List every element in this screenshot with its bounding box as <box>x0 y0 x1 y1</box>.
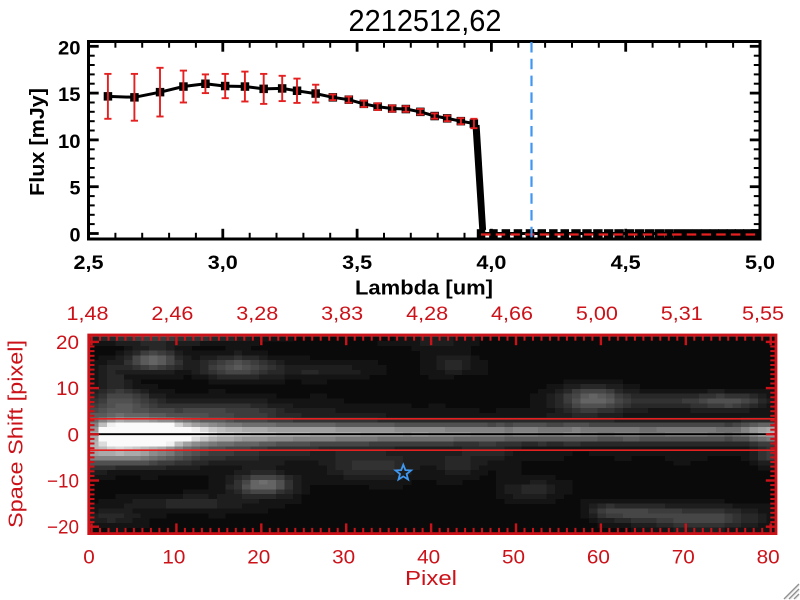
svg-text:50: 50 <box>502 548 525 569</box>
svg-text:−10: −10 <box>47 472 79 493</box>
svg-text:20: 20 <box>56 333 79 354</box>
svg-text:5,55: 5,55 <box>742 304 784 325</box>
svg-text:4,66: 4,66 <box>491 304 533 325</box>
svg-text:40: 40 <box>417 548 440 569</box>
svg-text:20: 20 <box>247 548 270 569</box>
svg-text:15: 15 <box>58 85 81 106</box>
svg-text:Lambda [um]: Lambda [um] <box>355 278 493 300</box>
svg-text:4,5: 4,5 <box>611 253 641 274</box>
svg-text:Pixel: Pixel <box>405 568 457 590</box>
svg-text:20: 20 <box>58 38 81 59</box>
svg-text:4,0: 4,0 <box>476 253 506 274</box>
svg-text:2212512,62: 2212512,62 <box>349 3 502 38</box>
svg-text:5: 5 <box>70 179 81 200</box>
svg-text:3,28: 3,28 <box>236 304 278 325</box>
svg-text:0: 0 <box>83 548 95 569</box>
svg-text:10: 10 <box>58 132 81 153</box>
svg-text:5,0: 5,0 <box>745 253 775 274</box>
svg-text:3,83: 3,83 <box>321 304 363 325</box>
svg-text:4,28: 4,28 <box>406 304 448 325</box>
svg-text:60: 60 <box>587 548 610 569</box>
svg-text:Flux [mJy]: Flux [mJy] <box>27 88 49 196</box>
svg-text:2,46: 2,46 <box>151 304 193 325</box>
svg-text:−20: −20 <box>47 518 79 539</box>
svg-text:2,5: 2,5 <box>74 253 104 274</box>
svg-text:3,0: 3,0 <box>208 253 238 274</box>
svg-text:30: 30 <box>332 548 355 569</box>
svg-text:0: 0 <box>70 226 81 247</box>
svg-text:1,48: 1,48 <box>67 304 109 325</box>
svg-text:3,5: 3,5 <box>342 253 372 274</box>
svg-text:0: 0 <box>68 425 80 446</box>
svg-text:5,31: 5,31 <box>661 304 703 325</box>
svg-text:80: 80 <box>757 548 780 569</box>
svg-text:10: 10 <box>56 379 79 400</box>
svg-text:10: 10 <box>162 548 185 569</box>
svg-text:Space Shift [pixel]: Space Shift [pixel] <box>6 340 28 528</box>
svg-text:70: 70 <box>672 548 695 569</box>
svg-text:5,00: 5,00 <box>576 304 618 325</box>
